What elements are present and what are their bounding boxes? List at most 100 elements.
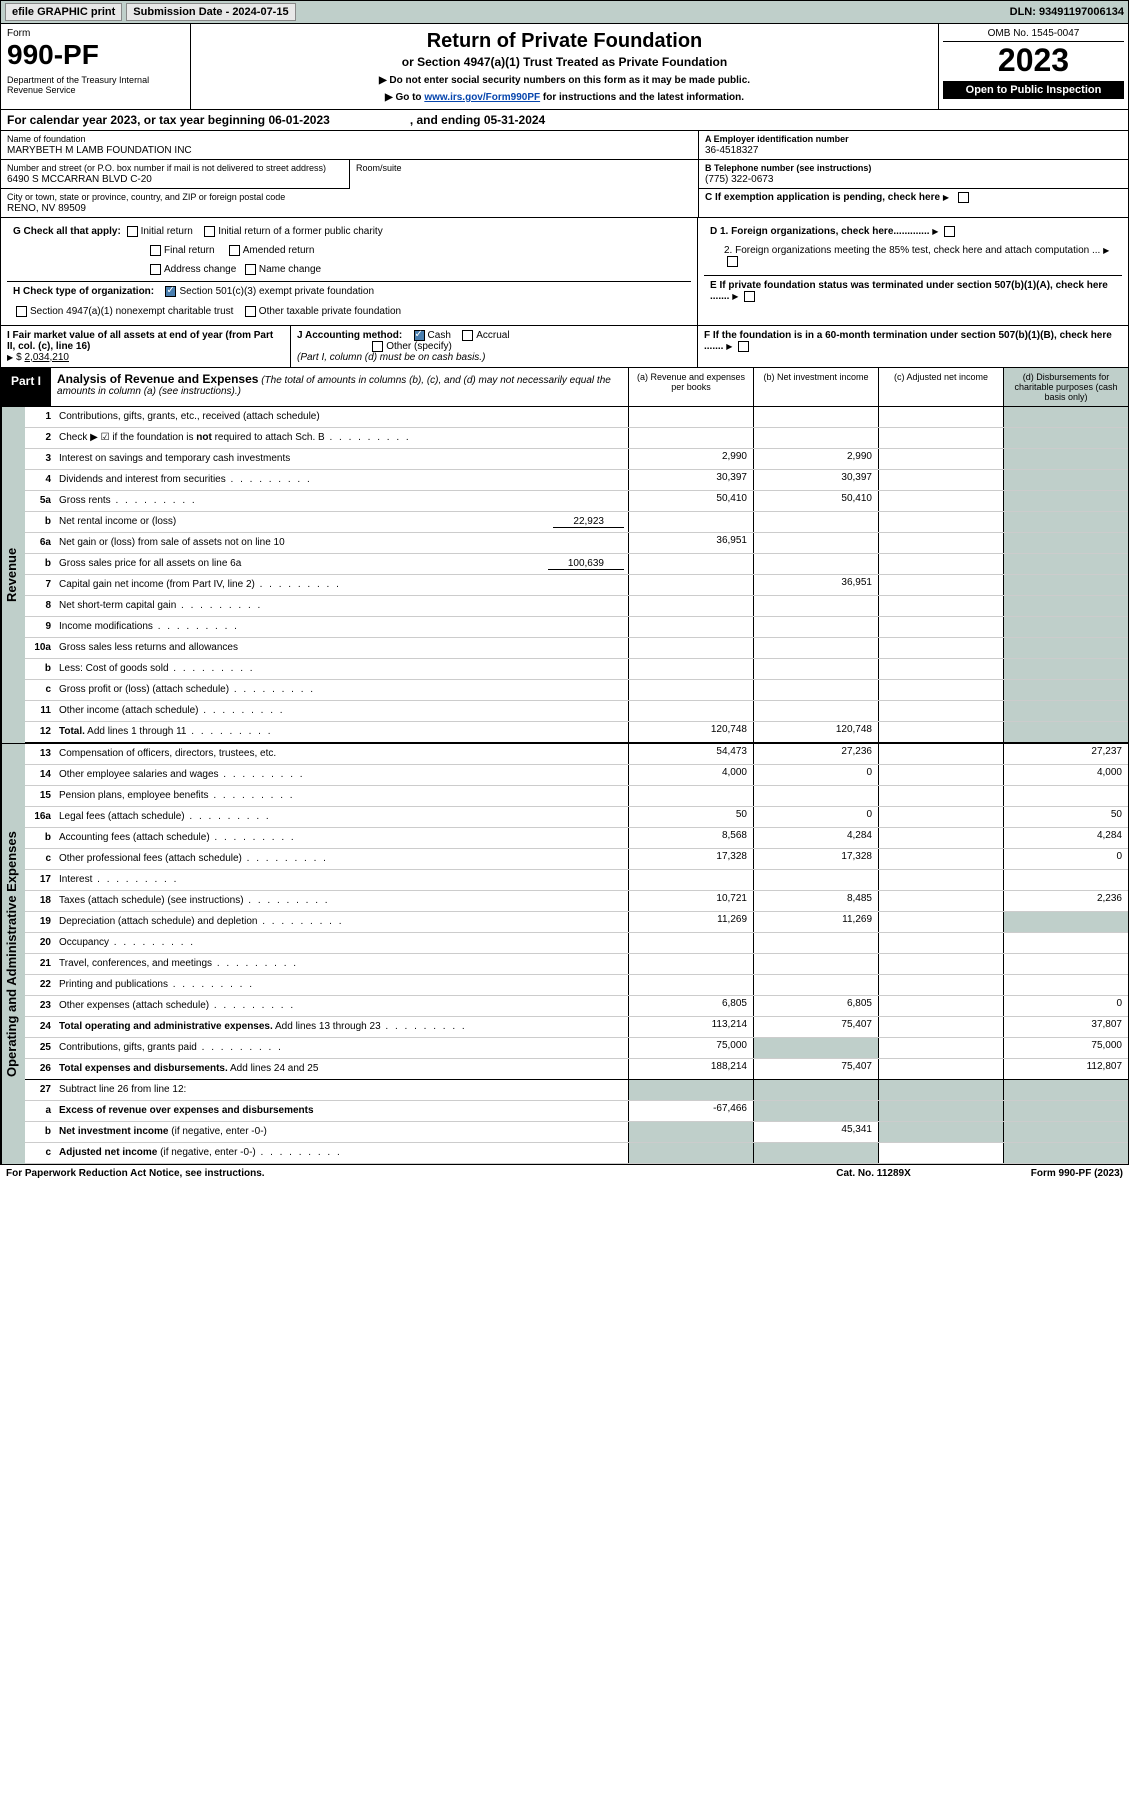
value-cell xyxy=(878,1122,1003,1142)
value-cell xyxy=(878,1080,1003,1100)
table-row: 5aGross rents50,41050,410 xyxy=(25,491,1128,512)
value-cell xyxy=(753,680,878,700)
value-cell xyxy=(753,407,878,427)
city-cell: City or town, state or province, country… xyxy=(1,189,698,217)
table-row: 23Other expenses (attach schedule)6,8056… xyxy=(25,996,1128,1017)
line-number: 8 xyxy=(25,598,55,613)
chk-address-change[interactable] xyxy=(150,264,161,275)
ein-value: 36-4518327 xyxy=(705,145,1122,156)
chk-f[interactable] xyxy=(738,341,749,352)
value-cell: 75,407 xyxy=(753,1017,878,1037)
h3-label: Other taxable private foundation xyxy=(259,306,401,317)
table-row: 2Check ▶ ☑ if the foundation is not requ… xyxy=(25,428,1128,449)
value-cell xyxy=(1003,912,1128,932)
table-row: cGross profit or (loss) (attach schedule… xyxy=(25,680,1128,701)
value-cell: 11,269 xyxy=(628,912,753,932)
line-number: 12 xyxy=(25,724,55,739)
value-cell: 0 xyxy=(1003,996,1128,1016)
value-cell: 4,000 xyxy=(1003,765,1128,785)
j2-label: Accrual xyxy=(476,330,509,341)
line-number: 23 xyxy=(25,998,55,1013)
calendar-year-line: For calendar year 2023, or tax year begi… xyxy=(0,110,1129,131)
chk-initial-former[interactable] xyxy=(204,226,215,237)
org-left: Name of foundation MARYBETH M LAMB FOUND… xyxy=(1,131,698,217)
value-cell: 112,807 xyxy=(1003,1059,1128,1079)
chk-d2[interactable] xyxy=(727,256,738,267)
line-description: Other professional fees (attach schedule… xyxy=(55,851,628,866)
arrow-icon xyxy=(943,192,952,203)
line-description: Income modifications xyxy=(55,619,628,634)
chk-501c3[interactable] xyxy=(165,286,176,297)
line-number: b xyxy=(25,514,55,529)
value-cell xyxy=(753,1101,878,1121)
check-section-1: G Check all that apply: Initial return I… xyxy=(0,218,1129,326)
ijf-row: I Fair market value of all assets at end… xyxy=(0,326,1129,368)
chk-d1[interactable] xyxy=(944,226,955,237)
value-cell xyxy=(878,575,1003,595)
line-number: b xyxy=(25,1124,55,1139)
line-description: Subtract line 26 from line 12: xyxy=(55,1082,628,1097)
line-description: Legal fees (attach schedule) xyxy=(55,809,628,824)
line-description: Contributions, gifts, grants paid xyxy=(55,1040,628,1055)
value-cell xyxy=(1003,533,1128,553)
line-number: 5a xyxy=(25,493,55,508)
chk-4947[interactable] xyxy=(16,306,27,317)
chk-cash[interactable] xyxy=(414,330,425,341)
chk-e[interactable] xyxy=(744,291,755,302)
value-cell xyxy=(753,659,878,679)
cat-no: Cat. No. 11289X xyxy=(836,1168,910,1179)
table-row: 6aNet gain or (loss) from sale of assets… xyxy=(25,533,1128,554)
value-cell xyxy=(878,1038,1003,1058)
value-cell: 75,407 xyxy=(753,1059,878,1079)
chk-name-change[interactable] xyxy=(245,264,256,275)
value-cell xyxy=(1003,407,1128,427)
chk-accrual[interactable] xyxy=(462,330,473,341)
chk-amended[interactable] xyxy=(229,245,240,256)
table-row: 27Subtract line 26 from line 12: xyxy=(25,1080,1128,1101)
g-label: G Check all that apply: xyxy=(13,226,121,237)
arrow-icon xyxy=(932,226,941,237)
value-cell xyxy=(1003,638,1128,658)
chk-initial-return[interactable] xyxy=(127,226,138,237)
efile-print-button[interactable]: efile GRAPHIC print xyxy=(5,3,122,21)
value-cell xyxy=(628,1143,753,1163)
value-cell: 27,236 xyxy=(753,744,878,764)
chk-other-method[interactable] xyxy=(372,341,383,352)
line-description: Other income (attach schedule) xyxy=(55,703,628,718)
addr-label: Number and street (or P.O. box number if… xyxy=(7,163,343,173)
j1-label: Cash xyxy=(428,330,451,341)
org-info: Name of foundation MARYBETH M LAMB FOUND… xyxy=(0,131,1129,218)
name-cell: Name of foundation MARYBETH M LAMB FOUND… xyxy=(1,131,698,160)
line-description: Depreciation (attach schedule) and deple… xyxy=(55,914,628,929)
value-cell: 50,410 xyxy=(628,491,753,511)
value-cell xyxy=(878,491,1003,511)
foundation-name: MARYBETH M LAMB FOUNDATION INC xyxy=(7,145,692,156)
line-description: Total. Add lines 1 through 11 xyxy=(55,724,628,739)
table-row: 20Occupancy xyxy=(25,933,1128,954)
line-number: 9 xyxy=(25,619,55,634)
form-number: 990-PF xyxy=(7,39,184,71)
value-cell xyxy=(1003,1122,1128,1142)
value-cell xyxy=(878,470,1003,490)
table-row: 8Net short-term capital gain xyxy=(25,596,1128,617)
value-cell xyxy=(1003,870,1128,890)
value-cell: 45,341 xyxy=(753,1122,878,1142)
chk-final-return[interactable] xyxy=(150,245,161,256)
value-cell: 30,397 xyxy=(753,470,878,490)
value-cell xyxy=(1003,975,1128,995)
chk-other-taxable[interactable] xyxy=(245,306,256,317)
header-left: Form 990-PF Department of the Treasury I… xyxy=(1,24,191,109)
table-row: 13Compensation of officers, directors, t… xyxy=(25,744,1128,765)
line-description: Compensation of officers, directors, tru… xyxy=(55,746,628,761)
line-description: Gross profit or (loss) (attach schedule) xyxy=(55,682,628,697)
form-title: Return of Private Foundation xyxy=(197,30,932,53)
part1-title: Analysis of Revenue and Expenses xyxy=(57,372,258,386)
irs-link[interactable]: www.irs.gov/Form990PF xyxy=(424,92,540,103)
line-description: Other employee salaries and wages xyxy=(55,767,628,782)
value-cell: 17,328 xyxy=(628,849,753,869)
part1-header: Part I Analysis of Revenue and Expenses … xyxy=(0,368,1129,407)
c-checkbox[interactable] xyxy=(958,192,969,203)
value-cell xyxy=(878,554,1003,574)
table-row: bGross sales price for all assets on lin… xyxy=(25,554,1128,575)
col-b: (b) Net investment income xyxy=(753,368,878,406)
